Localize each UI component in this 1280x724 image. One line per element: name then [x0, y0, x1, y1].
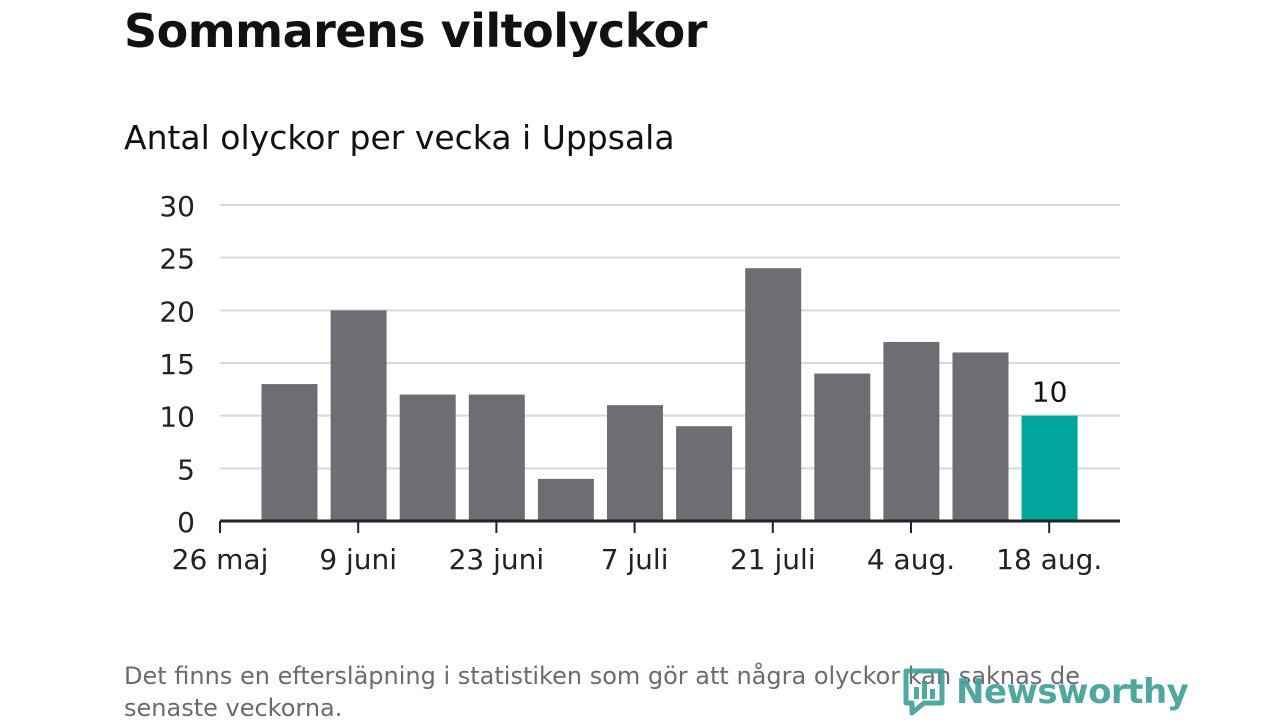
logo-text: Newsworthy [956, 672, 1189, 712]
newsworthy-logo: Newsworthy [902, 664, 1189, 720]
bar-chart: 0 5 10 15 20 25 30 10 26 maj 9 juni 23 juni 7 juli 2… [159, 190, 1120, 576]
bar [399, 394, 456, 521]
y-tick-label: 30 [159, 190, 195, 223]
y-tick-label: 25 [159, 243, 195, 276]
x-tick-label: 7 juli [601, 543, 669, 576]
x-tick-label: 21 juli [730, 543, 816, 576]
chart-title: Sommarens viltolyckor [124, 4, 707, 58]
x-tick-label: 18 aug. [996, 543, 1102, 576]
axes [219, 519, 1120, 533]
bar [330, 310, 387, 521]
bar [952, 352, 1009, 521]
bar [676, 426, 733, 521]
bars [261, 268, 1078, 521]
chart-subtitle: Antal olyckor per vecka i Uppsala [124, 118, 675, 157]
bar [537, 478, 594, 521]
x-tick-label: 4 aug. [867, 543, 955, 576]
data-label: 10 [1032, 376, 1068, 409]
y-tick-label: 20 [159, 295, 195, 328]
bar [745, 268, 802, 521]
y-tick-label: 5 [177, 453, 195, 486]
bar-highlight [1021, 415, 1078, 521]
bar [468, 394, 525, 521]
bar [261, 384, 318, 521]
y-tick-label: 10 [159, 401, 195, 434]
labels: 0 5 10 15 20 25 30 10 26 maj 9 juni 23 juni 7 juli 2… [159, 190, 1102, 576]
y-tick-label: 15 [159, 348, 195, 381]
x-tick-label: 9 juni [319, 543, 397, 576]
newsworthy-logo-icon [903, 668, 945, 716]
footnote: Det finns en eftersläpning i statistiken… [124, 662, 1080, 722]
y-tick-label: 0 [177, 506, 195, 539]
x-tick-label: 23 juni [449, 543, 545, 576]
bar [883, 341, 940, 521]
bar [814, 373, 871, 521]
x-tick-label: 26 maj [172, 543, 269, 576]
bar [607, 405, 663, 521]
